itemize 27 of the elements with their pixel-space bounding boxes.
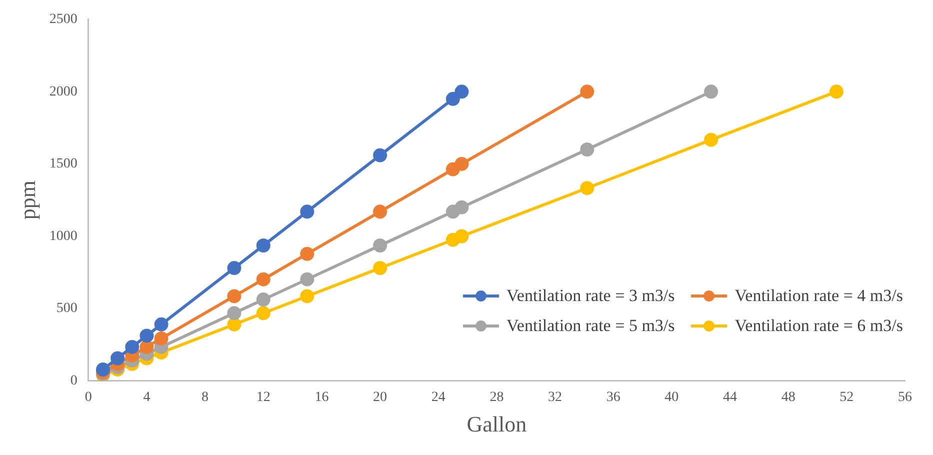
- legend-label: Ventilation rate = 3 m3/s: [506, 286, 675, 306]
- x-tick-label: 8: [202, 390, 209, 405]
- y-tick-label: 500: [56, 301, 78, 316]
- x-tick-label: 12: [256, 390, 270, 405]
- legend-label: Ventilation rate = 5 m3/s: [506, 316, 675, 336]
- y-tick-label: 1000: [49, 228, 78, 244]
- x-tick-label: 44: [723, 390, 738, 405]
- y-tick-label: 2000: [49, 84, 78, 100]
- legend-label: Ventilation rate = 4 m3/s: [734, 286, 903, 306]
- x-tick-label: 4: [143, 390, 150, 405]
- x-tick-label: 28: [490, 390, 504, 405]
- y-tick-label: 2500: [49, 12, 78, 28]
- x-tick-label: 56: [898, 390, 912, 405]
- y-tick-label: 0: [70, 373, 78, 388]
- x-tick-label: 0: [84, 390, 92, 405]
- x-tick-label: 16: [314, 390, 329, 405]
- x-tick-label: 24: [431, 390, 446, 405]
- x-axis-title: Gallon: [466, 412, 527, 437]
- x-tick-label: 40: [664, 390, 679, 405]
- y-tick-label: 1500: [49, 156, 78, 172]
- x-tick-label: 20: [373, 390, 388, 405]
- x-tick-label: 48: [781, 390, 796, 405]
- legend-label: Ventilation rate = 6 m3/s: [734, 316, 903, 336]
- y-axis-title: ppm: [14, 180, 40, 220]
- x-tick-label: 32: [548, 390, 562, 405]
- x-tick-label: 36: [606, 390, 620, 405]
- x-tick-label: 52: [840, 390, 854, 405]
